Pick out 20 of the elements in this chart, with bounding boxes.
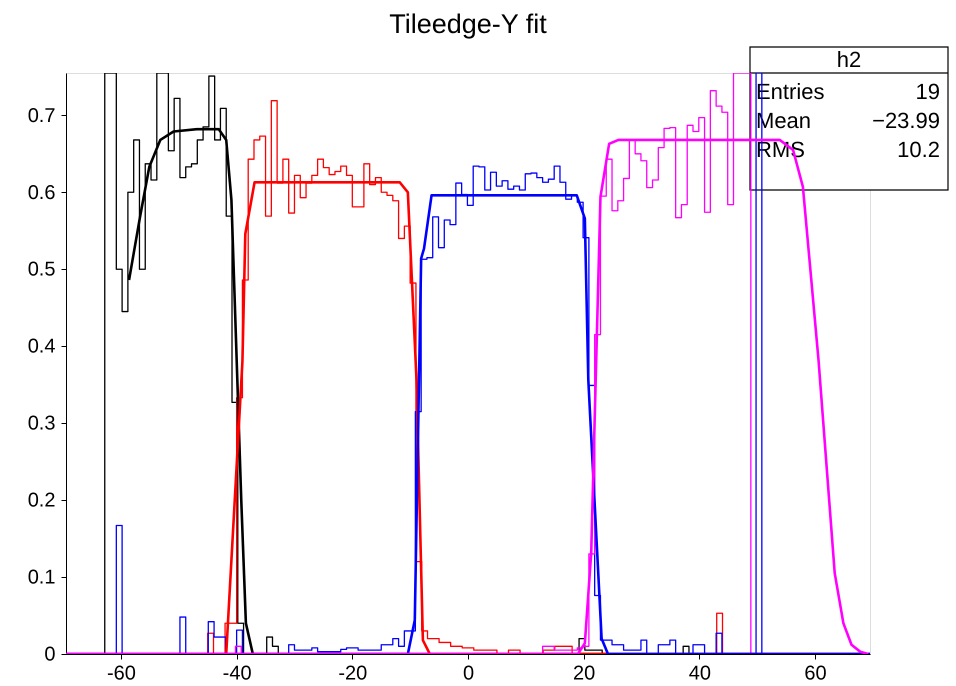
y-tick-label: 0.7 bbox=[28, 104, 56, 127]
y-tick-label: 0.2 bbox=[28, 490, 56, 512]
y-tick-label: 0.1 bbox=[28, 566, 56, 589]
y-tick-label: 0.3 bbox=[28, 412, 56, 435]
text: 10.2 bbox=[897, 137, 940, 162]
x-tick-label: -40 bbox=[222, 662, 252, 684]
x-tick-label: 40 bbox=[688, 662, 711, 684]
x-tick-label: 0 bbox=[462, 662, 474, 684]
text: h2 bbox=[836, 47, 862, 72]
x-tick-label: 20 bbox=[573, 662, 596, 684]
text: 19 bbox=[916, 79, 940, 104]
y-tick-label: 0.5 bbox=[28, 258, 56, 281]
y-tick-label: 0.4 bbox=[28, 336, 56, 358]
y-tick-label: 0 bbox=[44, 644, 56, 666]
text: −23.99 bbox=[872, 108, 940, 133]
y-tick-label: 0.6 bbox=[28, 182, 56, 204]
x-tick-label: -20 bbox=[338, 662, 368, 684]
x-tick-label: -60 bbox=[106, 662, 136, 684]
x-tick-label: 60 bbox=[804, 662, 827, 684]
chart-title: Tileedge-Y fit bbox=[389, 9, 548, 39]
